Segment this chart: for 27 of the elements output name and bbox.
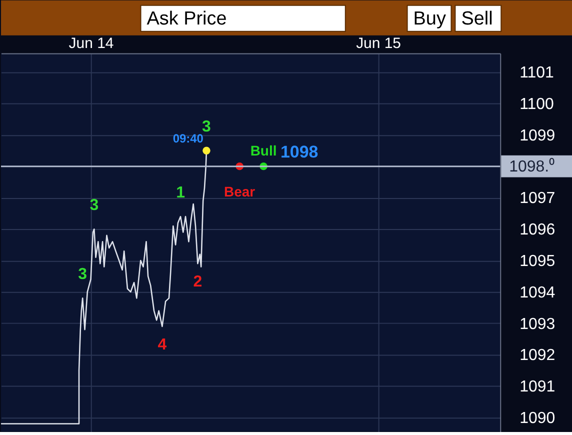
- y-tick-label: 1094: [520, 284, 556, 302]
- y-tick-label: 1091: [520, 378, 556, 396]
- text: Sell: [461, 8, 493, 30]
- series-label: Bear: [224, 183, 256, 200]
- text: Ask Price: [146, 8, 227, 30]
- y-tick-label: 1093: [520, 316, 556, 333]
- annotation: 3: [202, 118, 212, 136]
- x-tick-label: Jun 15: [356, 34, 402, 52]
- annotation: 2: [193, 274, 202, 291]
- y-tick-label: 1101: [520, 64, 554, 82]
- y-tick-label: 1092: [520, 347, 556, 364]
- annotation: 1: [176, 184, 186, 202]
- y-tick-label: 1100: [520, 96, 554, 114]
- annotation: 3: [90, 197, 99, 214]
- y-tick-label: 1095: [520, 253, 556, 270]
- ref-line-label: 1098.⁰: [509, 157, 556, 176]
- y-tick-label: 1096: [520, 222, 556, 239]
- annotation: 4: [158, 336, 167, 354]
- annotation: 1098: [280, 142, 318, 162]
- series-label: Bull: [250, 142, 277, 158]
- y-tick-label: 1097: [520, 190, 556, 208]
- y-tick-label: 1090: [520, 410, 556, 427]
- y-tick-label: 1099: [520, 127, 556, 144]
- x-tick-label: Jun 14: [68, 34, 114, 52]
- text: Buy: [413, 8, 446, 30]
- annotation: 09:40: [172, 132, 204, 146]
- annotation: 3: [78, 266, 88, 284]
